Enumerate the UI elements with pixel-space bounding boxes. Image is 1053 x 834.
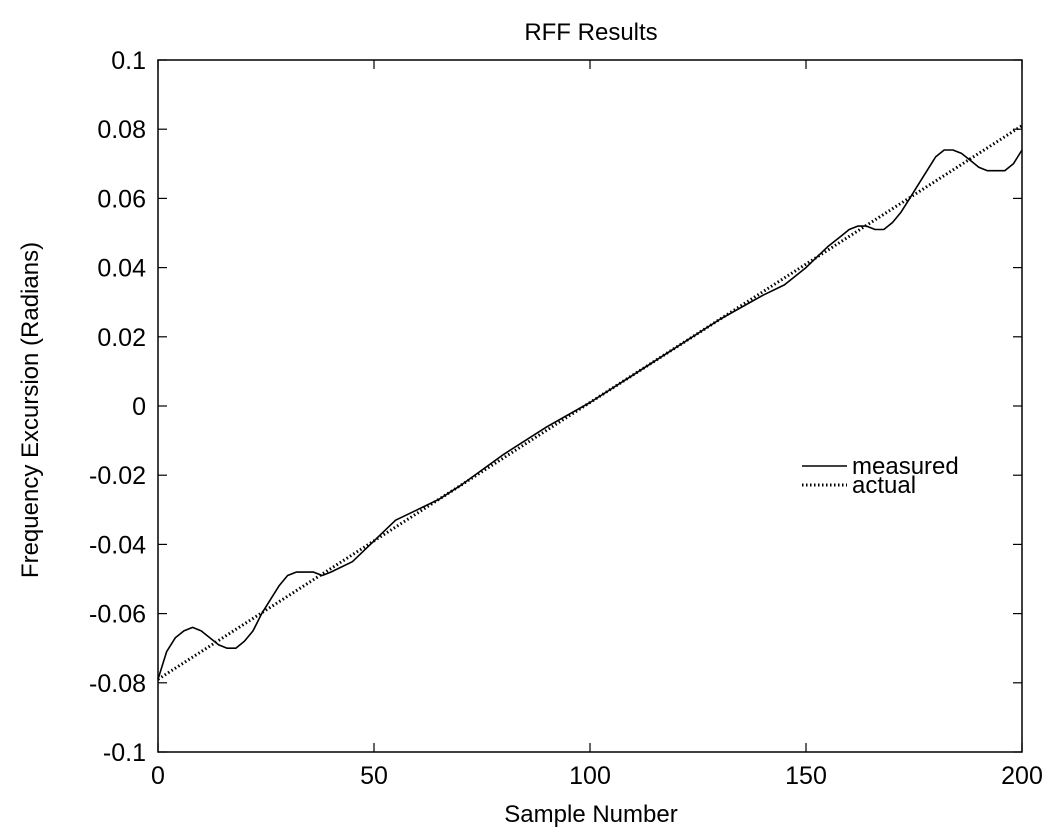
y-tick-label: 0: [132, 393, 146, 421]
y-tick-label: -0.02: [89, 462, 146, 490]
plot-frame: [157, 59, 1023, 753]
series-line-actual: [157, 124, 1023, 681]
x-axis-title: Sample Number: [504, 801, 677, 828]
x-tick-label: 100: [569, 762, 611, 790]
y-tick-label: 0.04: [97, 255, 146, 283]
x-tick-label: 150: [785, 762, 827, 790]
plot-area: [157, 59, 1023, 753]
x-tick-label: 50: [360, 762, 388, 790]
x-tick-label: 200: [1001, 762, 1043, 790]
y-tick-label: -0.08: [89, 670, 146, 698]
series-layer: [157, 124, 1023, 681]
y-axis-title: Frequency Excursion (Radians): [17, 242, 44, 578]
y-tick-label: 0.02: [97, 324, 146, 352]
legend: measured actual: [802, 453, 959, 499]
y-tick-label: -0.06: [89, 601, 146, 629]
y-axis: 0.1 0.08 0.06 0.04 0.02 0 -0.02 -0.04 -0.06 -0.08…: [89, 47, 1022, 767]
y-tick-label: -0.04: [89, 531, 146, 559]
legend-label-actual: actual: [852, 472, 916, 499]
x-tick-label: 0: [151, 762, 165, 790]
y-tick-label: 0.06: [97, 185, 146, 213]
series-line-measured: [157, 149, 1023, 680]
x-axis: 0 50 100 150 200: [151, 60, 1043, 790]
y-tick-label: -0.1: [103, 739, 146, 767]
legend-label-measured: measured: [852, 453, 959, 480]
chart-title: RFF Results: [524, 19, 657, 46]
y-tick-label: 0.08: [97, 116, 146, 144]
y-tick-label: 0.1: [111, 47, 146, 75]
